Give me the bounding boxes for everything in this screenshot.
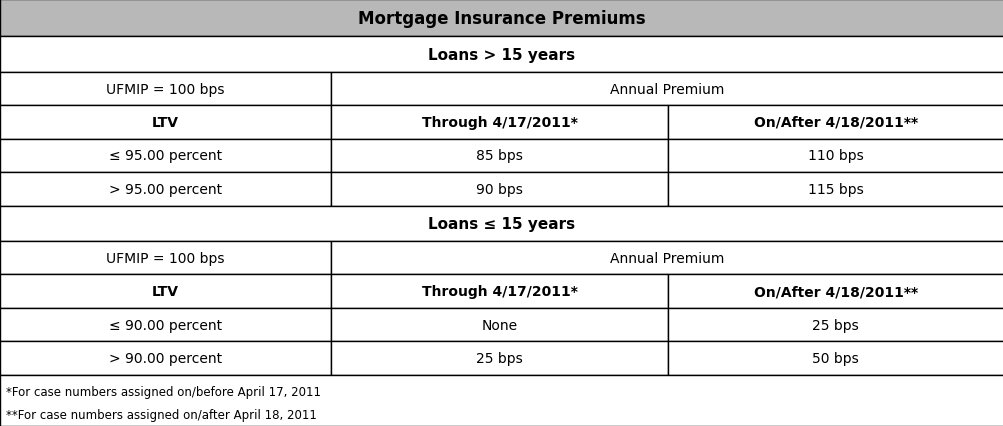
Text: 115 bps: 115 bps <box>807 182 863 196</box>
Text: Through 4/17/2011*: Through 4/17/2011* <box>421 116 577 130</box>
Bar <box>667 139 1003 173</box>
Text: Loans > 15 years: Loans > 15 years <box>428 47 575 63</box>
Bar <box>0 275 331 308</box>
Text: 90 bps: 90 bps <box>475 182 523 196</box>
Text: Mortgage Insurance Premiums: Mortgage Insurance Premiums <box>358 10 645 28</box>
Bar <box>0 173 331 206</box>
Bar <box>0 206 1003 242</box>
Text: **For case numbers assigned on/after April 18, 2011: **For case numbers assigned on/after Apr… <box>6 408 317 421</box>
Bar <box>667 106 1003 139</box>
Bar <box>0 342 331 375</box>
Bar <box>331 73 1003 106</box>
Text: 85 bps: 85 bps <box>475 149 523 163</box>
Bar <box>0 139 331 173</box>
Text: *For case numbers assigned on/before April 17, 2011: *For case numbers assigned on/before Apr… <box>6 385 321 398</box>
Bar <box>0 375 1003 426</box>
Text: ≤ 95.00 percent: ≤ 95.00 percent <box>109 149 222 163</box>
Text: 25 bps: 25 bps <box>811 318 859 332</box>
Text: > 95.00 percent: > 95.00 percent <box>109 182 222 196</box>
Text: 25 bps: 25 bps <box>475 351 523 365</box>
Text: Annual Premium: Annual Premium <box>610 82 724 96</box>
Text: 50 bps: 50 bps <box>811 351 859 365</box>
Text: Loans ≤ 15 years: Loans ≤ 15 years <box>428 216 575 231</box>
Bar <box>667 308 1003 342</box>
Bar <box>331 275 667 308</box>
Text: Annual Premium: Annual Premium <box>610 251 724 265</box>
Bar <box>0 0 1003 37</box>
Text: LTV: LTV <box>152 116 179 130</box>
Bar <box>667 173 1003 206</box>
Bar <box>331 308 667 342</box>
Text: On/After 4/18/2011**: On/After 4/18/2011** <box>753 285 917 299</box>
Bar <box>331 242 1003 275</box>
Bar <box>331 173 667 206</box>
Bar <box>0 37 1003 73</box>
Text: None: None <box>481 318 517 332</box>
Bar <box>331 139 667 173</box>
Bar <box>0 308 331 342</box>
Text: LTV: LTV <box>152 285 179 299</box>
Text: > 90.00 percent: > 90.00 percent <box>109 351 222 365</box>
Bar <box>331 342 667 375</box>
Text: 110 bps: 110 bps <box>807 149 863 163</box>
Text: UFMIP = 100 bps: UFMIP = 100 bps <box>106 82 225 96</box>
Bar <box>0 73 331 106</box>
Text: UFMIP = 100 bps: UFMIP = 100 bps <box>106 251 225 265</box>
Bar <box>667 275 1003 308</box>
Bar <box>331 106 667 139</box>
Bar <box>0 242 331 275</box>
Bar <box>0 106 331 139</box>
Text: On/After 4/18/2011**: On/After 4/18/2011** <box>753 116 917 130</box>
Text: ≤ 90.00 percent: ≤ 90.00 percent <box>109 318 222 332</box>
Text: Through 4/17/2011*: Through 4/17/2011* <box>421 285 577 299</box>
Bar <box>667 342 1003 375</box>
